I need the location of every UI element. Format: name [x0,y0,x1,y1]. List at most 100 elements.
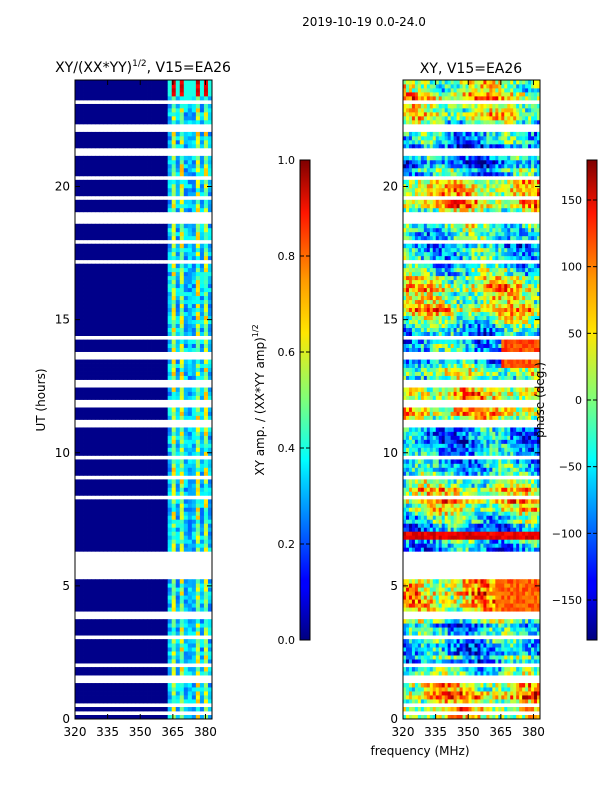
amplitude-cell [115,459,120,464]
amplitude-cell [167,507,173,512]
amplitude-cell [79,651,84,656]
amplitude-cell [183,267,189,273]
phase-cell [492,627,496,632]
phase-cell [405,631,410,636]
amplitude-cell [147,339,152,344]
amplitude-cell [191,687,197,692]
amplitude-cell [195,80,201,85]
amplitude-cell [171,159,177,165]
amplitude-cell [167,695,173,700]
amplitude-cell [111,583,116,588]
amplitude-cell [179,199,185,205]
phase-cell [447,631,452,636]
amplitude-cell [79,119,84,125]
phase-cell [420,687,425,692]
amplitude-cell [99,371,104,376]
amplitude-cell [143,323,148,329]
amplitude-cell [103,155,108,161]
amplitude-cell [79,131,84,137]
amplitude-cell [183,347,189,352]
amplitude-cell [119,647,124,652]
amplitude-cell [203,707,209,712]
amplitude-cell [115,683,120,688]
amplitude-cell [147,479,152,484]
amplitude-cell [115,415,120,420]
amplitude-cell [99,247,104,253]
amplitude-cell [131,203,136,209]
amplitude-cell [119,531,124,536]
amplitude-cell [147,207,152,213]
amplitude-cell [99,695,104,700]
amplitude-cell [199,251,205,257]
amplitude-cell [119,627,124,632]
amplitude-cell [91,291,96,297]
amplitude-cell [163,187,169,193]
amplitude-cell [183,479,189,484]
amplitude-cell [183,299,189,305]
amplitude-cell [115,367,120,372]
amplitude-cell [155,587,161,592]
amplitude-cell [207,315,213,321]
amplitude-cell [183,539,189,544]
phase-cell [519,671,523,676]
amplitude-cell [91,103,96,109]
amplitude-cell [115,431,120,436]
amplitude-cell [143,163,148,169]
phase-cell [417,659,422,664]
phase-cell [456,687,460,692]
amplitude-cell [175,671,181,676]
amplitude-cell [159,523,165,528]
amplitude-cell [147,87,152,93]
amplitude-cell [123,271,128,277]
amplitude-cell [191,339,197,344]
amplitude-cell [103,327,108,332]
amplitude-cell [107,231,112,237]
amplitude-cell [115,295,120,301]
amplitude-cell [127,639,132,644]
amplitude-cell [107,283,112,289]
amplitude-cell [191,91,197,97]
phase-cell [483,651,487,656]
amplitude-cell [187,507,193,512]
amplitude-cell [91,631,96,636]
amplitude-cell [199,443,205,448]
amplitude-cell [195,515,201,520]
amplitude-cell [179,643,185,648]
amplitude-cell [151,483,156,488]
amplitude-cell [115,179,120,185]
amplitude-cell [187,487,193,492]
amplitude-cell [199,523,205,528]
amplitude-cell [199,487,205,492]
amplitude-cell [159,467,165,472]
amplitude-cell [147,139,152,145]
amplitude-cell [167,159,173,165]
amplitude-cell [131,91,136,97]
amplitude-cell [179,411,185,416]
amplitude-cell [151,511,156,516]
amplitude-cell [99,227,104,233]
amplitude-cell [131,207,136,213]
amplitude-cell [127,227,132,233]
phase-cell [489,651,493,656]
amplitude-cell [203,543,209,548]
amplitude-cell [187,267,193,273]
amplitude-cell [75,643,80,648]
phase-cell [534,651,538,656]
amplitude-cell [127,463,132,468]
amplitude-cell [147,115,152,121]
amplitude-cell [183,519,189,524]
amplitude-cell [127,303,132,309]
amplitude-cell [187,435,193,440]
amplitude-cell [191,243,197,249]
phase-cell [486,651,490,656]
phase-cell [438,667,443,672]
amplitude-cell [115,131,120,137]
phase-cell [480,683,484,688]
amplitude-cell [171,191,177,197]
amplitude-cell [147,107,152,113]
amplitude-cell [195,347,201,352]
amplitude-cell [139,587,144,592]
amplitude-cell [163,315,169,321]
amplitude-cell [175,695,181,700]
